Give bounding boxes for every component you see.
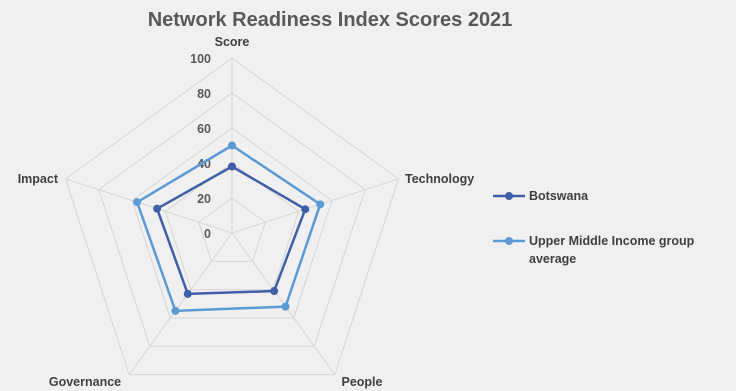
grid-spoke-impact — [65, 178, 233, 234]
data-point-botswana-governance — [183, 289, 192, 298]
data-point-upper-middle-income-group-average-technology — [316, 200, 325, 209]
tick-label-0: 0 — [204, 227, 211, 241]
tick-label-60: 60 — [197, 122, 211, 136]
grid-ring-80 — [98, 92, 366, 347]
axis-label-governance: Governance — [49, 375, 121, 389]
data-point-botswana-technology — [301, 205, 310, 214]
legend-item-upper-middle-income: Upper Middle Income group average — [493, 234, 698, 266]
series-line-botswana — [155, 165, 307, 296]
axis-label-score: Score — [215, 35, 250, 49]
legend-label-botswana: Botswana — [529, 189, 589, 203]
grid-spoke-technology — [231, 178, 399, 234]
tick-label-80: 80 — [197, 87, 211, 101]
axis-label-technology: Technology — [405, 172, 474, 186]
tick-label-20: 20 — [197, 192, 211, 206]
tick-labels: 0 20 40 60 80 100 — [190, 52, 211, 241]
axis-label-impact: Impact — [18, 172, 59, 186]
axis-labels: Score Technology People Governance Impac… — [18, 35, 475, 389]
legend: Botswana Upper Middle Income group avera… — [493, 189, 698, 266]
data-point-botswana-impact — [153, 204, 162, 213]
data-point-botswana-people — [270, 287, 279, 296]
legend-marker-upper-middle-income — [505, 237, 513, 245]
grid-ring-60 — [131, 127, 333, 319]
chart-title: Network Readiness Index Scores 2021 — [148, 9, 513, 31]
legend-label-line-1: Upper Middle Income group — [529, 234, 695, 248]
data-point-botswana-score — [228, 162, 236, 171]
grid-ring-20 — [198, 197, 266, 262]
tick-label-100: 100 — [190, 52, 211, 66]
legend-marker-botswana — [505, 192, 513, 200]
legend-label-line-2: average — [529, 252, 576, 266]
series-layer — [133, 141, 325, 315]
data-point-upper-middle-income-group-average-impact — [133, 198, 142, 207]
axis-label-people: People — [342, 375, 383, 389]
series-line-upper-middle-income-group-average — [135, 144, 322, 313]
data-point-upper-middle-income-group-average-people — [281, 302, 290, 311]
grid-ring-40 — [164, 162, 300, 291]
data-point-upper-middle-income-group-average-score — [228, 141, 236, 150]
legend-item-botswana: Botswana — [493, 189, 589, 203]
grid-spoke-governance — [128, 232, 233, 375]
legend-label-upper-middle-income: Upper Middle Income group average — [529, 234, 698, 266]
grid-ring-100 — [64, 57, 400, 376]
data-point-upper-middle-income-group-average-governance — [171, 306, 180, 315]
radar-grid — [64, 57, 400, 376]
